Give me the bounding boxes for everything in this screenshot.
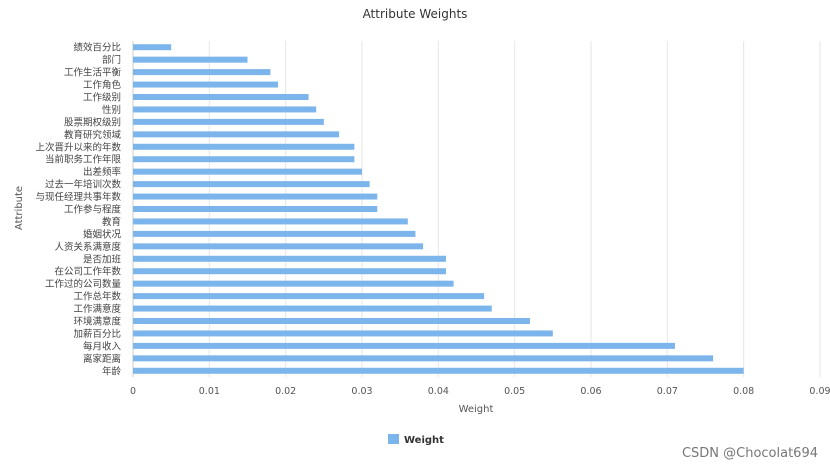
category-label: 当前职务工作年限 <box>45 154 122 166</box>
bar[interactable] <box>133 280 454 287</box>
category-label: 工作参与程度 <box>64 204 122 216</box>
category-label: 教育 <box>102 216 121 228</box>
x-tick-label: 0.07 <box>657 386 678 397</box>
category-label: 年龄 <box>102 365 122 377</box>
category-label: 环境满意度 <box>73 316 121 328</box>
legend[interactable]: Weight <box>388 434 444 446</box>
category-label: 工作生活平衡 <box>64 67 122 79</box>
category-label: 性别 <box>102 104 121 116</box>
bar[interactable] <box>133 230 416 237</box>
watermark: CSDN @Chocolat694 <box>681 446 818 461</box>
x-tick-label: 0.05 <box>504 386 525 397</box>
x-tick-label: 0.01 <box>199 386 220 397</box>
category-label: 加薪百分比 <box>73 328 121 340</box>
bar[interactable] <box>133 268 446 275</box>
x-tick-label: 0.08 <box>733 386 754 397</box>
x-tick-label: 0.09 <box>809 386 830 397</box>
bar[interactable] <box>133 143 355 150</box>
bar[interactable] <box>133 156 355 163</box>
x-tick-label: 0 <box>130 386 136 397</box>
x-tick-label: 0.06 <box>580 386 601 397</box>
category-label: 出差频率 <box>83 166 122 178</box>
category-label: 教育研究领域 <box>64 129 122 141</box>
chart-title: Attribute Weights <box>363 7 468 21</box>
bar[interactable] <box>133 255 446 262</box>
category-label: 工作角色 <box>83 79 122 91</box>
bar[interactable] <box>133 243 424 250</box>
bar[interactable] <box>133 206 378 212</box>
bar[interactable] <box>133 367 744 374</box>
bars <box>133 44 744 374</box>
bar[interactable] <box>133 69 271 76</box>
category-label: 人资关系满意度 <box>54 241 121 253</box>
y-axis-title: Attribute <box>14 186 25 230</box>
bar[interactable] <box>133 118 324 125</box>
bar[interactable] <box>133 56 248 63</box>
category-label: 在公司工作年数 <box>54 266 121 278</box>
bar[interactable] <box>133 355 714 362</box>
bar[interactable] <box>133 131 340 138</box>
category-labels: 绩效百分比部门工作生活平衡工作角色工作级别性别股票期权级别教育研究领域上次晋升以… <box>35 42 121 378</box>
category-label: 工作级别 <box>83 92 121 104</box>
category-label: 绩效百分比 <box>73 42 121 54</box>
category-label: 工作满意度 <box>73 303 121 315</box>
category-label: 上次晋升以来的年数 <box>35 141 121 153</box>
category-label: 离家距离 <box>83 353 121 365</box>
bar[interactable] <box>133 293 485 300</box>
category-label: 股票期权级别 <box>64 116 121 128</box>
x-tick-label: 0.04 <box>428 386 449 397</box>
bar[interactable] <box>133 106 317 113</box>
legend-swatch <box>388 434 399 444</box>
bar[interactable] <box>133 218 408 225</box>
category-label: 与现任经理共事年数 <box>35 191 121 203</box>
bar[interactable] <box>133 305 492 312</box>
bar[interactable] <box>133 330 553 337</box>
x-tick-label: 0.03 <box>351 386 372 397</box>
bar[interactable] <box>133 168 362 175</box>
category-label: 工作过的公司数量 <box>45 278 122 290</box>
bar[interactable] <box>133 193 378 200</box>
category-label: 每月收入 <box>83 340 122 352</box>
x-axis-title: Weight <box>459 404 494 415</box>
bar[interactable] <box>133 342 675 349</box>
bar[interactable] <box>133 181 370 188</box>
x-tick-label: 0.02 <box>275 386 296 397</box>
legend-label: Weight <box>404 435 444 446</box>
category-label: 工作总年数 <box>73 291 121 303</box>
bar[interactable] <box>133 81 279 88</box>
category-label: 婚姻状况 <box>83 228 122 240</box>
category-label: 过去一年培训次数 <box>45 179 122 191</box>
bar[interactable] <box>133 44 172 51</box>
bar[interactable] <box>133 318 530 324</box>
bar[interactable] <box>133 94 309 100</box>
category-label: 部门 <box>102 54 121 66</box>
category-label: 是否加班 <box>83 253 122 265</box>
x-tick-labels: 0 0.01 0.02 0.03 0.04 0.05 0.06 0.07 0.08 0.09 <box>130 386 830 397</box>
